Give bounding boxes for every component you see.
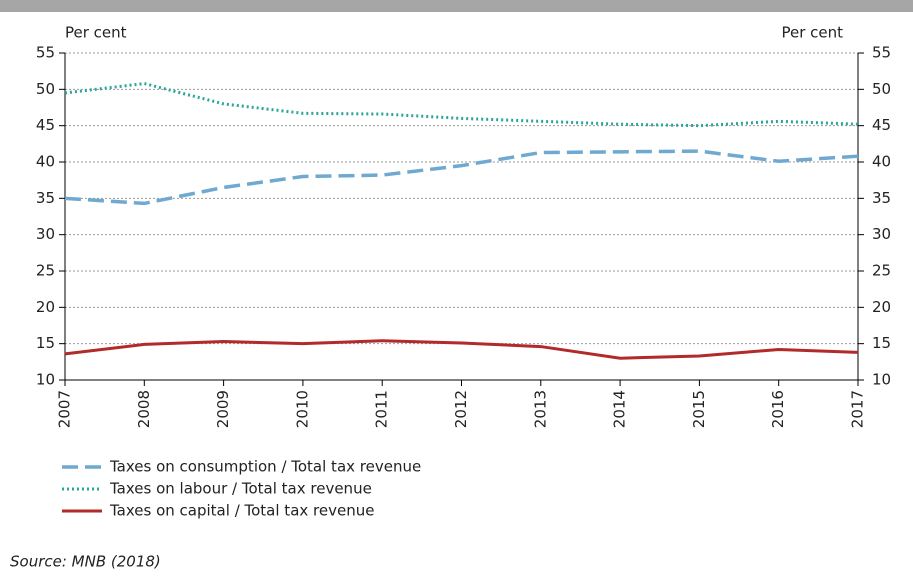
y-tick-label: 20 — [36, 298, 55, 316]
y-tick-label: 15 — [36, 334, 55, 352]
x-tick-label: 2007 — [56, 390, 74, 428]
series-line — [64, 81, 859, 128]
y2-tick-label: 55 — [872, 44, 891, 62]
x-tick-label: 2009 — [214, 390, 232, 428]
x-tick-label: 2015 — [690, 390, 708, 428]
y-tick-label: 40 — [36, 153, 55, 171]
y2-tick-label: 40 — [872, 153, 891, 171]
y-tick-label: 35 — [36, 189, 55, 207]
series-line — [64, 149, 859, 206]
y2-tick-label: 30 — [872, 225, 891, 243]
y2-tick-label: 25 — [872, 262, 891, 280]
y-tick-label: 30 — [36, 225, 55, 243]
x-tick-label: 2008 — [135, 390, 153, 428]
x-tick-label: 2011 — [373, 390, 391, 428]
y-tick-label: 10 — [36, 371, 55, 389]
x-tick-label: 2013 — [531, 390, 549, 428]
legend-label: Taxes on capital / Total tax revenue — [109, 502, 374, 520]
x-tick-label: 2016 — [769, 390, 787, 428]
y-tick-label: 45 — [36, 116, 55, 134]
y-tick-label: 55 — [36, 44, 55, 62]
y2-tick-label: 35 — [872, 189, 891, 207]
x-tick-label: 2010 — [293, 390, 311, 428]
y2-tick-label: 45 — [872, 116, 891, 134]
legend-label: Taxes on consumption / Total tax revenue — [109, 458, 421, 476]
x-tick-label: 2014 — [611, 390, 629, 428]
y2-tick-label: 10 — [872, 371, 891, 389]
y2-tick-label: 50 — [872, 80, 891, 98]
legend-label: Taxes on labour / Total tax revenue — [109, 480, 372, 498]
y2-tick-label: 15 — [872, 334, 891, 352]
y-axis-label: Per cent — [65, 24, 127, 42]
source: Source: MNB (2018) — [10, 553, 161, 571]
series-line — [64, 339, 859, 360]
y-tick-label: 50 — [36, 80, 55, 98]
x-tick-label: 2017 — [849, 390, 867, 428]
y2-axis-label: Per cent — [781, 24, 843, 42]
y2-tick-label: 20 — [872, 298, 891, 316]
y-tick-label: 25 — [36, 262, 55, 280]
x-tick-label: 2012 — [452, 390, 470, 428]
top-bar — [0, 0, 913, 12]
